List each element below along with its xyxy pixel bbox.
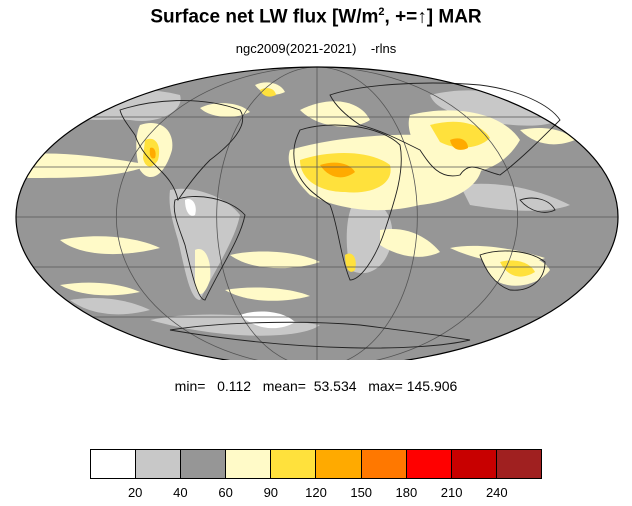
colorbar-swatch [136,450,182,478]
map-fill-layer [16,67,618,360]
colorbar-swatch [226,450,272,478]
globe-outline [15,66,619,360]
colorbar-swatch [91,450,137,478]
colorbar-swatch [451,450,497,478]
world-map [15,66,619,360]
colorbar [90,449,542,479]
graticule [16,66,618,360]
white-regions [185,199,295,329]
colorbar-tick-label: 120 [305,485,327,500]
colorbar-swatch [406,450,452,478]
colorbar-tick-label: 210 [440,485,463,500]
colorbar-tick-label: 40 [173,485,188,500]
colorbar-swatch [361,450,407,478]
colorbar-swatch [271,450,317,478]
colorbar-tick-label: 150 [350,485,373,500]
light-grey-regions [60,90,570,336]
coastlines [119,82,561,349]
colorbar-tick-label: 90 [263,485,279,500]
colorbar-tick-label: 60 [218,485,233,500]
colorbar-tick-label: 20 [127,485,143,500]
colorbar-tick-label: 240 [485,485,508,500]
chart-title: Surface net LW flux [W/m2, +=↑] MAR [150,6,482,28]
colorbar-tick-labels: 20 40 60 90 120 150 180 210 240 [90,485,542,503]
colorbar-swatch [181,450,227,478]
colorbar-swatch [496,450,541,478]
colorbar-swatch [316,450,362,478]
colorbar-tick-label: 180 [395,485,418,500]
orange-regions [149,138,468,178]
chart-subtitle: ngc2009(2021-2021) -rlns [235,41,397,56]
stats-line: min= 0.112 mean= 53.534 max= 145.906 [174,378,458,394]
